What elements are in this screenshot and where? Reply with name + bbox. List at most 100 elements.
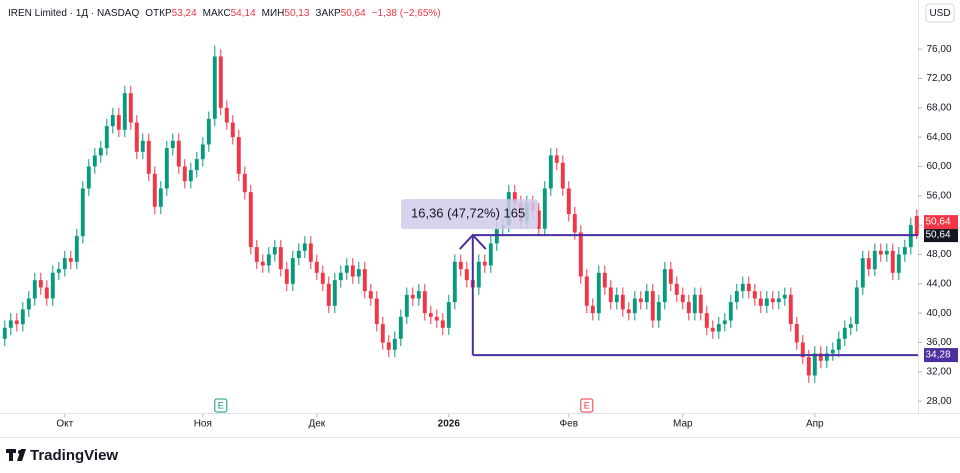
candle xyxy=(728,294,733,328)
candle-body xyxy=(50,272,55,299)
candle xyxy=(686,294,691,321)
candle xyxy=(104,118,109,156)
candle-body xyxy=(782,294,787,299)
candle-body xyxy=(440,320,445,328)
candle xyxy=(224,100,229,130)
candle xyxy=(614,287,619,310)
candle xyxy=(830,342,835,361)
ohlc-value: 50,64 xyxy=(341,8,366,19)
candle-body xyxy=(746,283,751,292)
range-low-tag xyxy=(924,348,958,363)
candle-body xyxy=(590,305,595,314)
candle xyxy=(776,291,781,310)
x-tick-label: Апр xyxy=(806,419,824,430)
candle-body xyxy=(236,137,241,174)
candle-body xyxy=(302,243,307,251)
candle-body xyxy=(776,298,781,303)
candle-body xyxy=(134,122,139,152)
candle xyxy=(890,243,895,281)
candle xyxy=(800,335,805,365)
candle-body xyxy=(704,313,709,328)
candle-body xyxy=(116,115,121,130)
candle-body xyxy=(734,291,739,303)
candle-body xyxy=(32,280,37,299)
candle-body xyxy=(770,298,775,303)
candle xyxy=(710,320,715,339)
candle-body xyxy=(620,294,625,310)
candle-body xyxy=(296,250,301,259)
candle xyxy=(200,137,205,167)
candle xyxy=(20,302,25,332)
candle xyxy=(80,181,85,244)
candle xyxy=(308,236,313,270)
candle-body xyxy=(170,140,175,149)
candle-body xyxy=(392,338,397,350)
candle-body xyxy=(632,298,637,314)
candle-body xyxy=(284,269,289,284)
candle-body xyxy=(860,258,865,288)
candle-body xyxy=(398,316,403,339)
candle-body xyxy=(140,140,145,152)
candle xyxy=(404,287,409,325)
x-tick-label: Окт xyxy=(56,419,73,430)
candle xyxy=(854,280,859,332)
candle-body xyxy=(212,56,217,119)
candle-body xyxy=(272,247,277,255)
last-price-tag xyxy=(924,215,958,230)
candle-body xyxy=(332,280,337,306)
candle-body xyxy=(242,173,247,193)
candle-body xyxy=(614,294,619,303)
currency-box[interactable] xyxy=(925,3,955,23)
candle xyxy=(650,283,655,328)
candle-body xyxy=(248,192,253,248)
y-tick-label: 68,00 xyxy=(926,102,951,113)
candle xyxy=(878,243,883,262)
candle-body xyxy=(350,265,355,277)
range-low-tag-label: 34,28 xyxy=(925,350,950,361)
candle-body xyxy=(308,243,313,262)
candle xyxy=(584,269,589,314)
candle xyxy=(440,313,445,336)
candle-body xyxy=(830,349,835,354)
candle-body xyxy=(374,298,379,325)
candle-body xyxy=(680,294,685,303)
candle-body xyxy=(710,327,715,332)
candle xyxy=(272,239,277,262)
range-arrow xyxy=(459,233,487,250)
candle-body xyxy=(434,316,439,321)
candle-body xyxy=(110,115,115,127)
candle-body xyxy=(86,166,91,189)
candle-body xyxy=(602,272,607,288)
candle xyxy=(314,254,319,281)
candle-body xyxy=(278,247,283,270)
candle-body xyxy=(674,283,679,295)
candle-body xyxy=(578,232,583,277)
logo: TradingView xyxy=(6,447,118,464)
x-tick-label: Дек xyxy=(308,419,325,430)
candle xyxy=(296,243,301,266)
candle xyxy=(380,316,385,350)
candle-body xyxy=(20,309,25,325)
event-label: E xyxy=(584,400,590,410)
candle xyxy=(680,287,685,310)
candle xyxy=(644,283,649,310)
candle-body xyxy=(824,353,829,361)
candle-body xyxy=(728,302,733,321)
candle-body xyxy=(476,261,481,288)
candle xyxy=(212,45,217,127)
candle-body xyxy=(380,324,385,343)
candle xyxy=(284,261,289,292)
candle xyxy=(620,287,625,317)
range-high-tag xyxy=(924,228,958,243)
candle-body xyxy=(194,159,199,171)
candle-body xyxy=(764,298,769,306)
candle xyxy=(908,217,913,255)
candle-body xyxy=(386,342,391,350)
candle xyxy=(848,316,853,336)
candle xyxy=(668,261,673,292)
candle-body xyxy=(368,291,373,299)
candle-body xyxy=(656,302,661,321)
candle xyxy=(26,291,31,317)
candle xyxy=(608,280,613,310)
candle-body xyxy=(404,294,409,317)
